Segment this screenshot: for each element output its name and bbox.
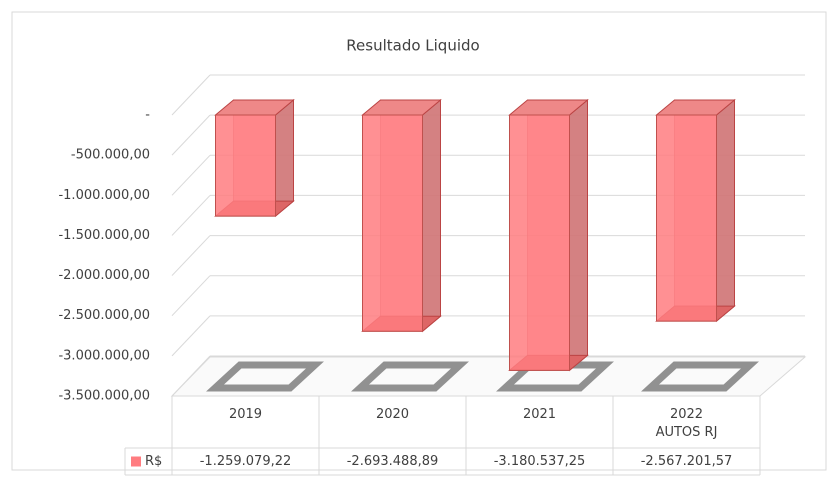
- bar-side: [569, 98, 588, 372]
- legend-swatch: [131, 456, 141, 467]
- y-tick-label: -500.000,00: [71, 148, 150, 163]
- table-value: -2.567.201,57: [641, 454, 733, 469]
- x-tick-label: 2020: [376, 407, 409, 422]
- x-tick-label: 2021: [523, 407, 556, 422]
- table-value: -1.259.079,22: [200, 454, 292, 469]
- bar-side: [422, 98, 441, 333]
- table-value: -2.693.488,89: [347, 454, 439, 469]
- bar: [214, 98, 295, 218]
- grid-line-side: [171, 114, 211, 156]
- x-tick-line: 2021: [523, 407, 556, 422]
- bar-front: [215, 114, 276, 217]
- y-tick-label: -1.500.000,00: [58, 228, 150, 243]
- bar-side: [275, 98, 294, 218]
- y-tick-label: -1.000.000,00: [58, 188, 150, 203]
- bar-front: [362, 114, 423, 332]
- y-tick-label: -3.000.000,00: [58, 348, 150, 363]
- grid-line-side: [171, 154, 211, 196]
- bar-front: [509, 114, 570, 371]
- grid-line-side: [171, 315, 211, 357]
- chart-title: Resultado Liquido: [346, 37, 479, 55]
- x-tick-line: 2022: [670, 407, 703, 422]
- bar: [361, 98, 442, 333]
- bar: [508, 98, 589, 372]
- legend-label: R$: [145, 454, 162, 469]
- bar: [655, 98, 736, 323]
- bar-front: [656, 114, 717, 322]
- x-tick-label: 2019: [229, 407, 262, 422]
- y-tick-label: -2.000.000,00: [58, 268, 150, 283]
- x-tick-line: 2020: [376, 407, 409, 422]
- grid-line-side: [171, 355, 211, 397]
- x-tick-line: AUTOS RJ: [656, 425, 718, 440]
- grid-line-side: [171, 195, 211, 236]
- y-tick-label: -: [145, 108, 150, 123]
- y-tick-label: -2.500.000,00: [58, 308, 150, 323]
- grid-line-side: [171, 235, 211, 276]
- grid-line-side: [171, 275, 211, 317]
- y-tick-label: -3.500.000,00: [58, 389, 150, 404]
- table-value: -3.180.537,25: [494, 454, 586, 469]
- x-tick-label: 2022 AUTOS RJ: [656, 407, 718, 440]
- floor-pattern: [206, 361, 759, 392]
- grid-line-side: [171, 74, 211, 116]
- x-tick-line: 2019: [229, 407, 262, 422]
- bar-side: [716, 98, 735, 323]
